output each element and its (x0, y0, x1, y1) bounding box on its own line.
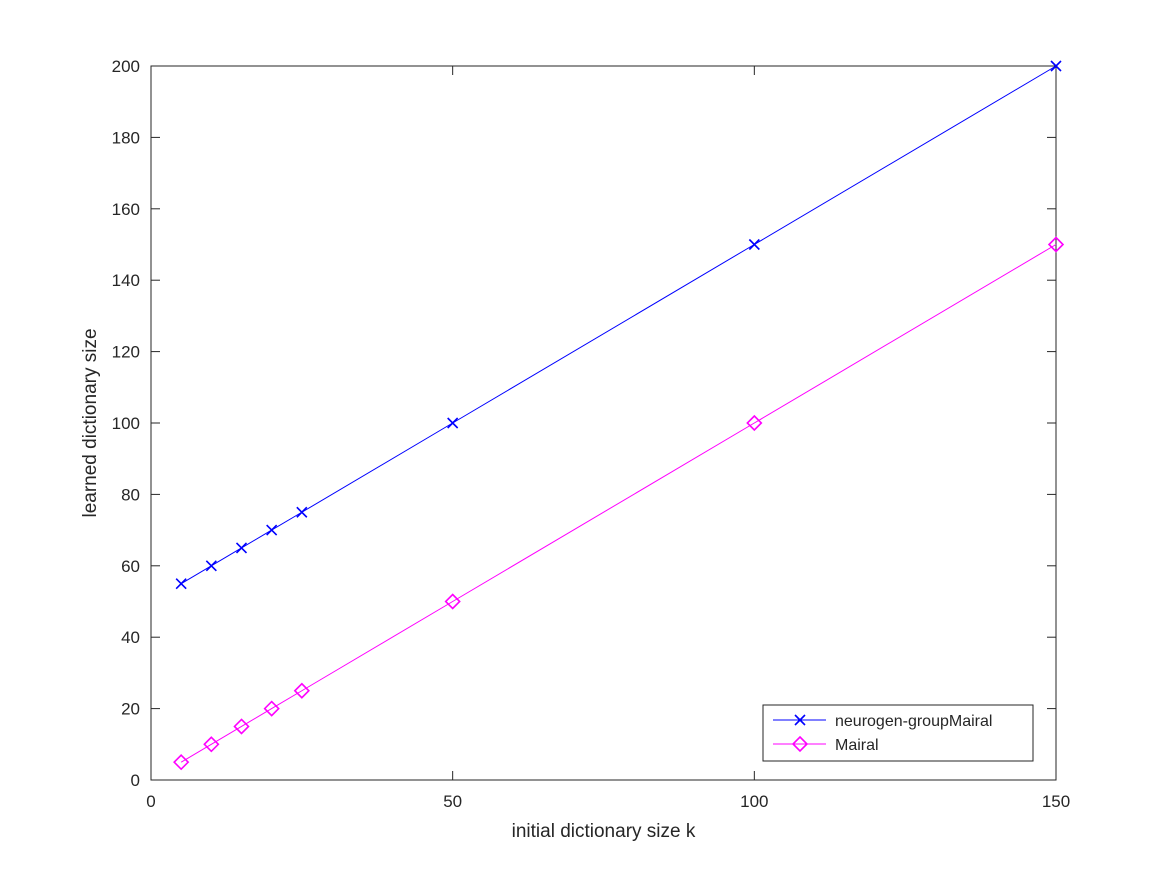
x-tick-label: 0 (146, 792, 155, 811)
data-point (203, 736, 220, 753)
data-point (173, 754, 190, 771)
series-1 (175, 60, 1062, 590)
axis-ticks: 0 50 100 150 0 20 40 60 80 100 120 140 160 180 200 (112, 57, 1071, 811)
y-tick-label: 100 (112, 414, 140, 433)
y-tick-label: 140 (112, 271, 140, 290)
data-point (447, 417, 459, 429)
legend-entry: Mairal (773, 735, 879, 754)
y-tick-label: 0 (131, 771, 140, 790)
x-tick-label: 150 (1042, 792, 1070, 811)
y-tick-label: 160 (112, 200, 140, 219)
legend-label: neurogen-groupMairal (835, 713, 992, 730)
data-point (175, 578, 187, 590)
data-point (296, 506, 308, 518)
data-point (205, 560, 217, 572)
y-axis-label: learned dictionary size (80, 328, 101, 517)
legend: neurogen-groupMairal Mairal (762, 704, 1034, 762)
legend-label: Mairal (835, 737, 879, 754)
legend-entry: neurogen-groupMairal (773, 713, 992, 730)
data-point (748, 238, 760, 251)
data-point (746, 414, 763, 432)
series-2 (173, 236, 1065, 771)
plot-area (173, 60, 1065, 771)
y-tick-label: 200 (112, 57, 140, 76)
x-tick-label: 50 (443, 792, 462, 811)
legend-marker (794, 714, 806, 726)
y-tick-label: 20 (121, 700, 140, 719)
y-tick-label: 60 (121, 557, 140, 576)
data-point (235, 542, 248, 554)
data-point (1047, 236, 1065, 253)
legend-marker (791, 735, 809, 753)
y-tick-label: 80 (121, 485, 140, 504)
data-point (263, 700, 280, 717)
data-point (233, 718, 250, 735)
x-tick-label: 100 (740, 792, 768, 811)
data-point (444, 593, 461, 610)
series-line (180, 65, 1057, 585)
y-tick-label: 120 (112, 343, 140, 362)
legend-box (762, 704, 1034, 762)
x-axis-label: initial dictionary size k (512, 821, 696, 842)
data-point (266, 524, 278, 536)
y-tick-label: 40 (121, 628, 140, 647)
data-point (293, 682, 310, 699)
data-point (1050, 60, 1062, 72)
y-tick-label: 180 (112, 128, 140, 147)
